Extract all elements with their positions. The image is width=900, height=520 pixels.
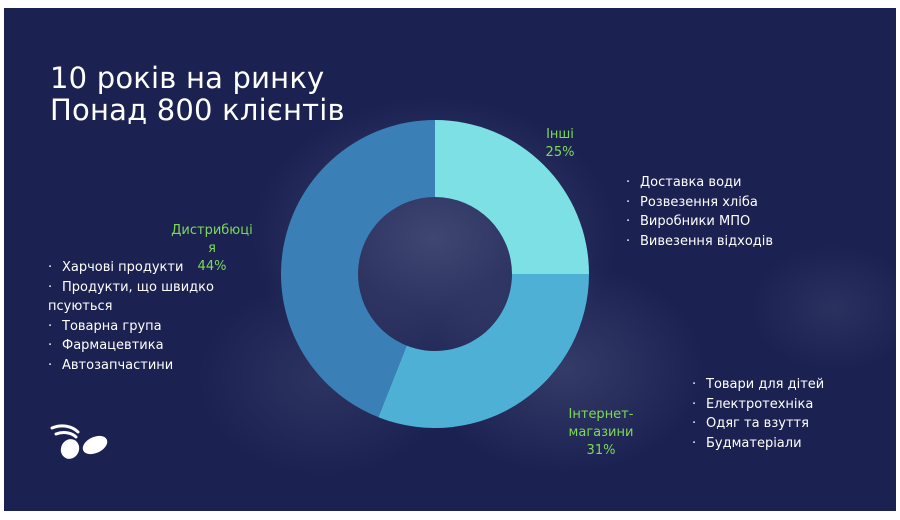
donut-chart — [280, 120, 589, 428]
list-item: Автозапчастини — [48, 356, 214, 376]
label-internet-name-2: магазини — [568, 425, 634, 440]
list-item: Товарна група — [48, 317, 214, 337]
title-line-2: Понад 800 клієнтів — [50, 93, 345, 127]
slice-other — [435, 120, 589, 274]
internet-list: Товари для дітей Електротехніка Одяг та … — [692, 375, 824, 453]
list-item: Виробники МПО — [626, 212, 773, 232]
slice-internet — [378, 274, 589, 428]
title-line-1: 10 років на ринку — [50, 61, 325, 95]
list-item: Товари для дітей — [692, 375, 824, 395]
list-item: Продукти, що швидко — [48, 278, 214, 298]
list-item: Електротехніка — [692, 395, 824, 415]
label-internet: Інтернет- магазини 31% — [556, 406, 646, 460]
distribution-list: Харчові продукти Продукти, що швидко псу… — [48, 258, 214, 375]
label-other-name: Інші — [546, 127, 574, 142]
list-item: Фармацевтика — [48, 336, 214, 356]
other-list: Доставка води Розвезення хліба Виробники… — [626, 173, 773, 251]
label-other-value: 25% — [545, 145, 575, 160]
slide: 10 років на ринку Понад 800 клієнтів Інш… — [4, 8, 896, 511]
list-item: Вивезення відходів — [626, 232, 773, 252]
list-item: Одяг та взуття — [692, 414, 824, 434]
label-distribution-name-1: Дистрибюці — [171, 223, 253, 238]
label-internet-value: 31% — [586, 443, 616, 458]
label-distribution-name-2: я — [208, 241, 216, 256]
list-item: Харчові продукти — [48, 258, 214, 278]
list-item: Розвезення хліба — [626, 193, 773, 213]
list-item: Доставка води — [626, 173, 773, 193]
label-other: Інші 25% — [538, 126, 582, 162]
list-item: Будматеріали — [692, 434, 824, 454]
list-item-continuation: псуються — [48, 299, 113, 314]
label-internet-name-1: Інтернет- — [568, 407, 634, 422]
slice-distribution — [280, 120, 435, 418]
company-logo — [50, 424, 108, 459]
slide-title: 10 років на ринку Понад 800 клієнтів — [50, 62, 345, 126]
